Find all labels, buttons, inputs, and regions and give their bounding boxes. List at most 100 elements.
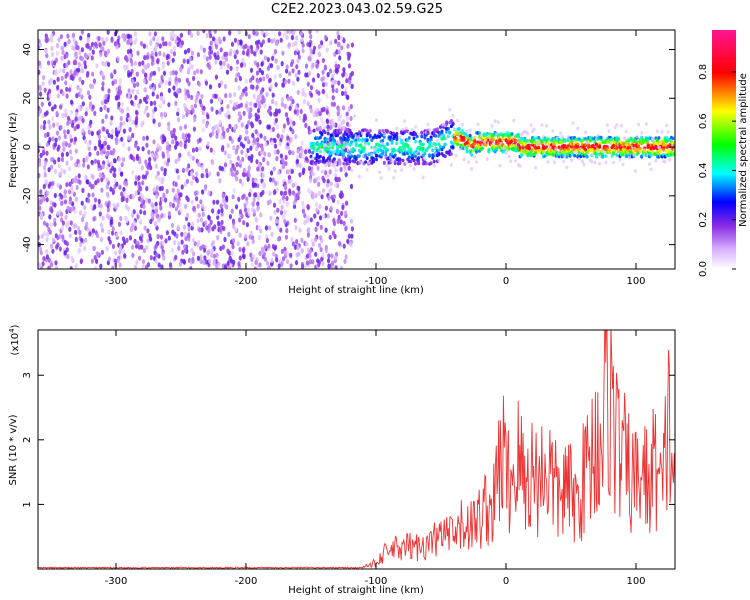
heatmap-cell <box>308 259 312 265</box>
heatmap-cell <box>334 265 338 269</box>
heatmap-cell <box>248 234 252 240</box>
heatmap-cell <box>164 197 168 203</box>
heatmap-cell <box>117 156 122 162</box>
heatmap-cell <box>131 244 135 250</box>
heatmap-cell <box>121 236 126 242</box>
heatmap-cell <box>584 147 588 152</box>
heatmap-cell <box>85 106 89 112</box>
heatmap-cell <box>390 139 394 143</box>
heatmap-cell <box>58 68 62 74</box>
heatmap-cell <box>160 185 164 191</box>
heatmap-cell <box>303 113 307 119</box>
heatmap-cell <box>401 127 405 132</box>
heatmap-cell <box>59 34 64 40</box>
heatmap-cell <box>171 139 175 145</box>
heatmap-cell <box>327 195 331 201</box>
heatmap-cell <box>357 174 361 179</box>
heatmap-cell <box>45 150 49 156</box>
heatmap-cell <box>198 98 202 105</box>
heatmap-cell <box>128 235 132 241</box>
heatmap-cell <box>242 246 246 252</box>
heatmap-cell <box>301 87 305 93</box>
heatmap-cell <box>124 181 129 187</box>
snr-frame <box>37 329 676 570</box>
heatmap-cell <box>208 171 212 177</box>
heatmap-cell <box>570 145 573 149</box>
heatmap-cell <box>365 156 369 160</box>
heatmap-cell <box>348 124 352 128</box>
heatmap-cell <box>206 250 210 256</box>
heatmap-cell <box>309 108 313 114</box>
heatmap-cell <box>241 50 246 56</box>
heatmap-cell <box>420 130 424 135</box>
heatmap-cell <box>296 58 300 64</box>
heatmap-cell <box>208 45 212 51</box>
heatmap-cell <box>239 95 243 101</box>
heatmap-cell <box>38 172 41 179</box>
heatmap-cell <box>551 129 555 133</box>
heatmap-cell <box>142 203 146 210</box>
heatmap-cell <box>276 133 280 139</box>
heatmap-cell <box>118 78 122 84</box>
heatmap-cell <box>309 85 314 91</box>
heatmap-cell <box>280 96 284 103</box>
heatmap-cell <box>62 146 66 152</box>
heatmap-cell <box>48 88 52 94</box>
heatmap-cell <box>131 88 135 94</box>
heatmap-cell <box>216 55 220 61</box>
heatmap-cell <box>203 185 208 192</box>
heatmap-cell <box>77 247 81 254</box>
heatmap-cell <box>323 64 327 70</box>
heatmap-cell <box>669 152 673 157</box>
heatmap-cell <box>241 156 245 162</box>
heatmap-cell <box>100 249 104 255</box>
heatmap-cell <box>265 237 269 244</box>
heatmap-cell <box>449 152 453 156</box>
heatmap-cell <box>221 193 225 199</box>
heatmap-cell <box>176 174 181 181</box>
heatmap-cell <box>202 118 206 124</box>
heatmap-cell <box>317 176 321 180</box>
x-tick-label: 0 <box>503 276 509 287</box>
heatmap-cell <box>554 147 558 151</box>
heatmap-cell <box>116 56 120 62</box>
heatmap-cell <box>315 124 319 128</box>
heatmap-cell <box>104 136 108 142</box>
heatmap-cell <box>181 167 186 173</box>
heatmap-cell <box>249 44 253 51</box>
heatmap-cell <box>109 120 113 126</box>
heatmap-cell <box>101 81 105 87</box>
heatmap-cell <box>220 166 224 172</box>
heatmap-cell <box>259 212 263 218</box>
heatmap-cell <box>315 30 319 34</box>
heatmap-cell <box>367 142 371 146</box>
heatmap-cell <box>332 157 336 161</box>
heatmap-cell <box>252 30 256 36</box>
heatmap-cell <box>178 152 182 158</box>
heatmap-cell <box>65 86 69 92</box>
heatmap-cell <box>78 49 82 56</box>
heatmap-cell <box>42 74 46 81</box>
heatmap-cell <box>395 126 399 131</box>
heatmap-cell <box>326 131 330 136</box>
heatmap-cell <box>260 99 264 105</box>
heatmap-cell <box>228 51 232 57</box>
heatmap-cell <box>414 125 417 129</box>
y-tick-label: -20 <box>22 188 33 204</box>
heatmap-cell <box>200 173 204 179</box>
heatmap-cell <box>238 178 243 184</box>
heatmap-cell <box>90 232 94 238</box>
heatmap-cell <box>460 122 464 127</box>
heatmap-cell <box>320 145 324 149</box>
heatmap-cell <box>241 194 245 200</box>
heatmap-cell <box>473 135 477 140</box>
heatmap-cell <box>159 234 164 240</box>
heatmap-cell <box>161 176 165 182</box>
heatmap-cell <box>426 122 430 127</box>
heatmap-cell <box>311 62 315 68</box>
heatmap-cell <box>145 94 149 100</box>
heatmap-cell <box>74 51 78 57</box>
heatmap-cell <box>137 181 141 187</box>
